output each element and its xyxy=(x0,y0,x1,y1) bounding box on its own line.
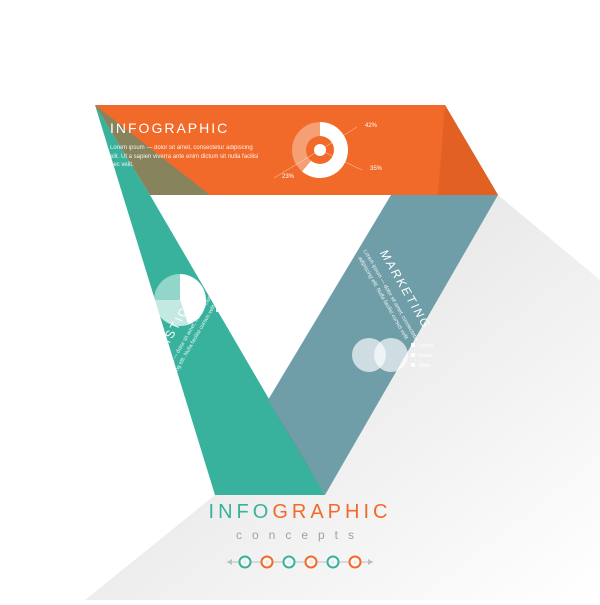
footer-subtitle: concepts xyxy=(0,528,600,542)
footer-brand: INFOGRAPHIC concepts xyxy=(0,501,600,572)
svg-text:Ipsum: Ipsum xyxy=(224,298,238,304)
svg-text:23%: 23% xyxy=(282,174,295,180)
svg-text:Dolor: Dolor xyxy=(224,308,236,314)
svg-text:35%: 35% xyxy=(370,166,383,172)
footer-timeline-dots xyxy=(200,552,400,572)
section-top-title: INFOGRAPHIC xyxy=(110,120,260,136)
svg-text:42%: 42% xyxy=(365,123,378,129)
svg-text:Ipsum: Ipsum xyxy=(419,353,433,359)
svg-text:Dolor: Dolor xyxy=(419,363,431,369)
footer-title: INFOGRAPHIC xyxy=(0,501,600,524)
section-top: INFOGRAPHIC Lorem ipsum — dolor sit amet… xyxy=(110,120,260,170)
section-top-body: Lorem ipsum — dolor sit amet, consectetu… xyxy=(110,144,260,170)
